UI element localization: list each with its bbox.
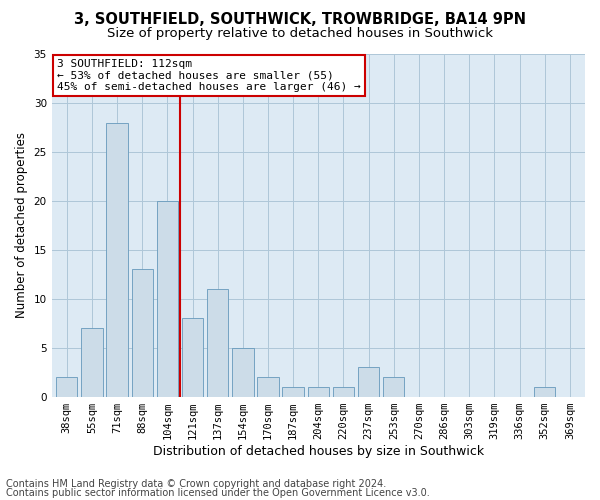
Bar — [283, 387, 304, 396]
Bar — [182, 318, 203, 396]
Text: 3 SOUTHFIELD: 112sqm
← 53% of detached houses are smaller (55)
45% of semi-detac: 3 SOUTHFIELD: 112sqm ← 53% of detached h… — [57, 59, 361, 92]
Text: Size of property relative to detached houses in Southwick: Size of property relative to detached ho… — [107, 28, 493, 40]
Bar — [257, 377, 279, 396]
Text: Contains public sector information licensed under the Open Government Licence v3: Contains public sector information licen… — [6, 488, 430, 498]
Bar — [358, 367, 379, 396]
Bar — [232, 348, 254, 397]
Bar — [308, 387, 329, 396]
Bar — [81, 328, 103, 396]
Text: 3, SOUTHFIELD, SOUTHWICK, TROWBRIDGE, BA14 9PN: 3, SOUTHFIELD, SOUTHWICK, TROWBRIDGE, BA… — [74, 12, 526, 28]
Bar — [106, 122, 128, 396]
Bar — [333, 387, 354, 396]
Bar — [534, 387, 556, 396]
Text: Contains HM Land Registry data © Crown copyright and database right 2024.: Contains HM Land Registry data © Crown c… — [6, 479, 386, 489]
Bar — [56, 377, 77, 396]
Bar — [207, 289, 229, 397]
X-axis label: Distribution of detached houses by size in Southwick: Distribution of detached houses by size … — [153, 444, 484, 458]
Y-axis label: Number of detached properties: Number of detached properties — [15, 132, 28, 318]
Bar — [131, 270, 153, 396]
Bar — [383, 377, 404, 396]
Bar — [157, 201, 178, 396]
